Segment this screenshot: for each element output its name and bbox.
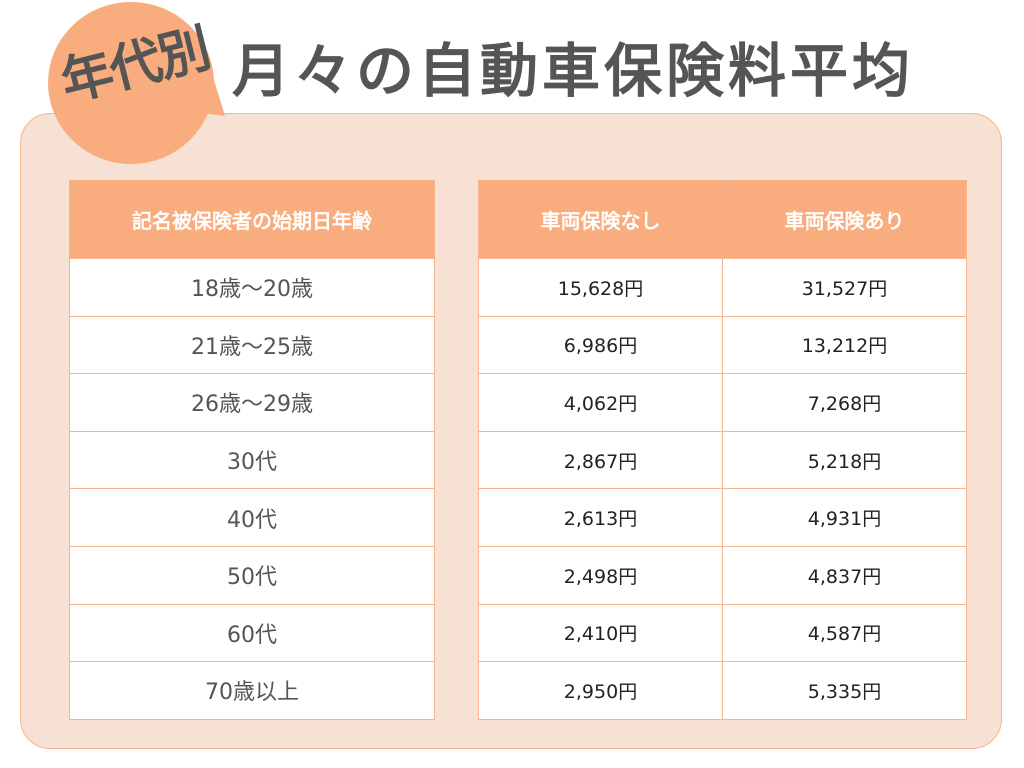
without-cell: 4,062円 <box>478 373 723 432</box>
with-cell: 13,212円 <box>722 315 967 375</box>
table-row: 40代 <box>69 488 435 547</box>
table-row: 2,867円 5,218円 <box>478 430 967 490</box>
table-row: 50代 <box>69 545 435 605</box>
table-row: 2,410円 4,587円 <box>478 603 967 663</box>
age-cell: 30代 <box>69 430 435 490</box>
without-cell: 15,628円 <box>478 258 723 317</box>
speech-bubble <box>48 2 214 164</box>
without-cell: 2,613円 <box>478 488 723 547</box>
age-table: 記名被保険者の始期日年齢 18歳〜20歳 21歳〜25歳 26歳〜29歳 30代… <box>69 180 435 720</box>
table-row: 26歳〜29歳 <box>69 373 435 432</box>
table-row: 30代 <box>69 430 435 490</box>
age-cell: 26歳〜29歳 <box>69 373 435 432</box>
premium-table: 車両保険なし 車両保険あり 15,628円 31,527円 6,986円 13,21… <box>478 180 967 720</box>
with-cell: 4,931円 <box>722 488 967 547</box>
table-row: 70歳以上 <box>69 661 435 720</box>
without-cell: 6,986円 <box>478 315 723 375</box>
age-cell: 21歳〜25歳 <box>69 315 435 375</box>
table-row: 2,498円 4,837円 <box>478 545 967 605</box>
table-row: 18歳〜20歳 <box>69 258 435 317</box>
age-cell: 50代 <box>69 545 435 605</box>
header-age: 記名被保険者の始期日年齢 <box>69 180 435 259</box>
without-cell: 2,410円 <box>478 603 723 663</box>
with-cell: 7,268円 <box>722 373 967 432</box>
header-without-vehicle-insurance: 車両保険なし <box>478 180 723 259</box>
without-cell: 2,498円 <box>478 545 723 605</box>
age-cell: 40代 <box>69 488 435 547</box>
with-cell: 5,335円 <box>722 661 967 720</box>
age-cell: 70歳以上 <box>69 661 435 720</box>
without-cell: 2,950円 <box>478 661 723 720</box>
age-cell: 60代 <box>69 603 435 663</box>
table-row: 15,628円 31,527円 <box>478 258 967 317</box>
header-with-vehicle-insurance: 車両保険あり <box>722 180 967 259</box>
with-cell: 4,837円 <box>722 545 967 605</box>
table-row: 4,062円 7,268円 <box>478 373 967 432</box>
with-cell: 5,218円 <box>722 430 967 490</box>
age-cell: 18歳〜20歳 <box>69 258 435 317</box>
table-row: 6,986円 13,212円 <box>478 315 967 375</box>
without-cell: 2,867円 <box>478 430 723 490</box>
with-cell: 4,587円 <box>722 603 967 663</box>
page-title: 月々の自動車保険料平均 <box>232 37 915 105</box>
table-row: 2,950円 5,335円 <box>478 661 967 720</box>
with-cell: 31,527円 <box>722 258 967 317</box>
table-row: 60代 <box>69 603 435 663</box>
table-row: 21歳〜25歳 <box>69 315 435 375</box>
table-row: 2,613円 4,931円 <box>478 488 967 547</box>
